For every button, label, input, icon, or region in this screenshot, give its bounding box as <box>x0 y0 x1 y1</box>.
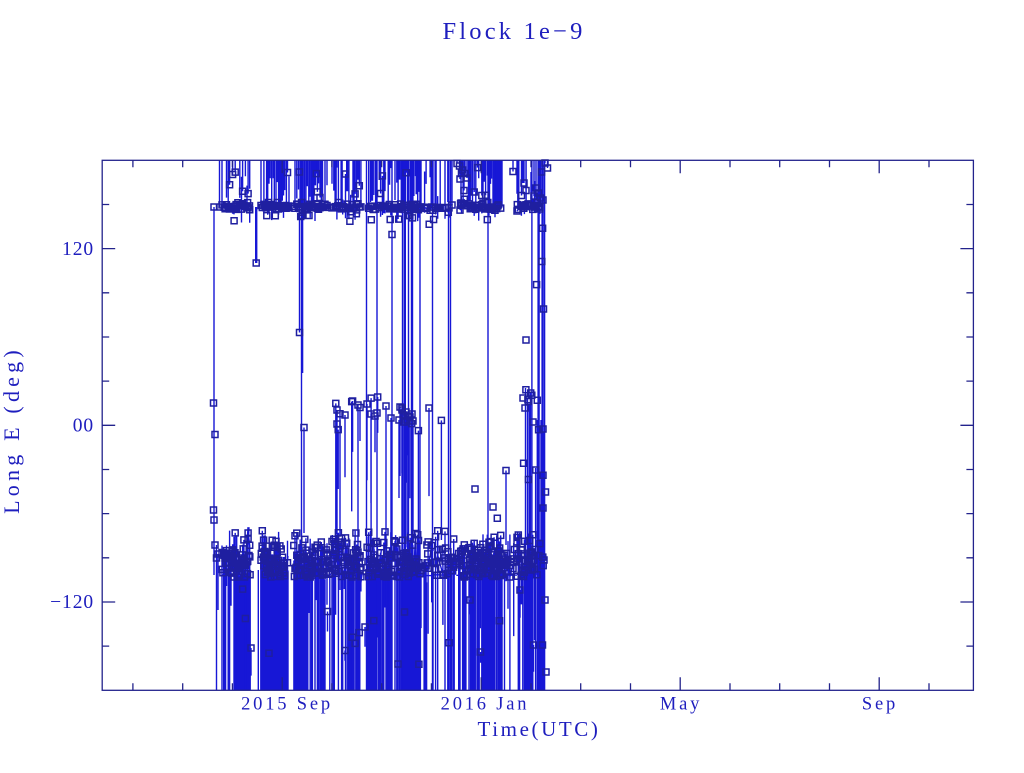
svg-text:2016 Jan: 2016 Jan <box>441 695 530 715</box>
svg-text:00: 00 <box>73 416 94 437</box>
svg-text:120: 120 <box>62 239 94 260</box>
svg-text:Flock 1e−9: Flock 1e−9 <box>442 18 585 45</box>
svg-text:Time(UTC): Time(UTC) <box>478 717 601 741</box>
svg-text:Long E (deg): Long E (deg) <box>0 346 24 514</box>
svg-text:−120: −120 <box>50 592 94 613</box>
svg-text:2015 Sep: 2015 Sep <box>241 695 333 715</box>
svg-text:Sep: Sep <box>862 695 898 715</box>
svg-text:May: May <box>660 695 702 715</box>
